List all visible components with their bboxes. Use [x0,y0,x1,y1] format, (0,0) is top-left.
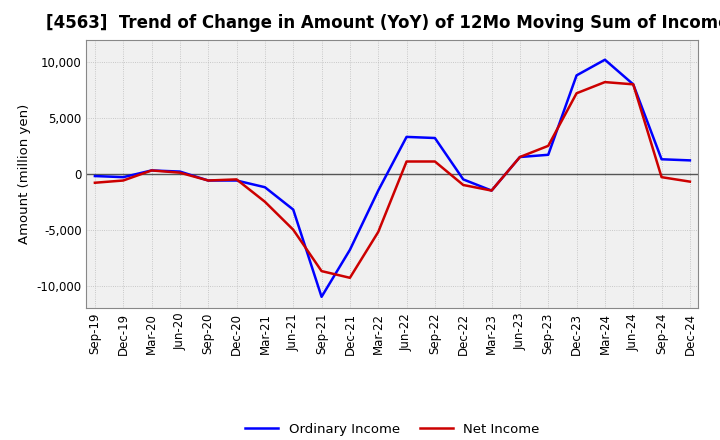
Ordinary Income [487,188,496,193]
Ordinary Income [176,169,184,174]
Net Income [204,178,212,183]
Net Income [261,199,269,205]
Net Income [657,175,666,180]
Net Income [629,82,637,87]
Ordinary Income [148,168,156,173]
Net Income [119,178,127,183]
Net Income [516,154,524,160]
Ordinary Income [119,175,127,180]
Net Income [233,177,241,182]
Net Income [346,275,354,280]
Net Income [148,168,156,173]
Ordinary Income [204,178,212,183]
Ordinary Income [600,57,609,62]
Ordinary Income [233,178,241,183]
Ordinary Income [459,177,467,182]
Net Income [318,268,326,274]
Ordinary Income [629,82,637,87]
Net Income [374,229,382,235]
Ordinary Income [318,294,326,300]
Net Income [572,91,581,96]
Ordinary Income [572,73,581,78]
Net Income [91,180,99,185]
Ordinary Income [289,207,297,212]
Ordinary Income [544,152,552,158]
Net Income [176,170,184,175]
Ordinary Income [431,136,439,141]
Y-axis label: Amount (million yen): Amount (million yen) [18,104,31,244]
Title: [4563]  Trend of Change in Amount (YoY) of 12Mo Moving Sum of Incomes: [4563] Trend of Change in Amount (YoY) o… [45,15,720,33]
Ordinary Income [657,157,666,162]
Ordinary Income [91,173,99,179]
Net Income [487,188,496,193]
Net Income [289,227,297,232]
Net Income [600,80,609,85]
Ordinary Income [261,185,269,190]
Ordinary Income [685,158,694,163]
Line: Net Income: Net Income [95,82,690,278]
Legend: Ordinary Income, Net Income: Ordinary Income, Net Income [240,418,545,440]
Line: Ordinary Income: Ordinary Income [95,60,690,297]
Net Income [544,143,552,148]
Ordinary Income [346,247,354,253]
Net Income [459,182,467,187]
Net Income [402,159,411,164]
Ordinary Income [374,188,382,193]
Ordinary Income [516,154,524,160]
Ordinary Income [402,134,411,139]
Net Income [685,179,694,184]
Net Income [431,159,439,164]
